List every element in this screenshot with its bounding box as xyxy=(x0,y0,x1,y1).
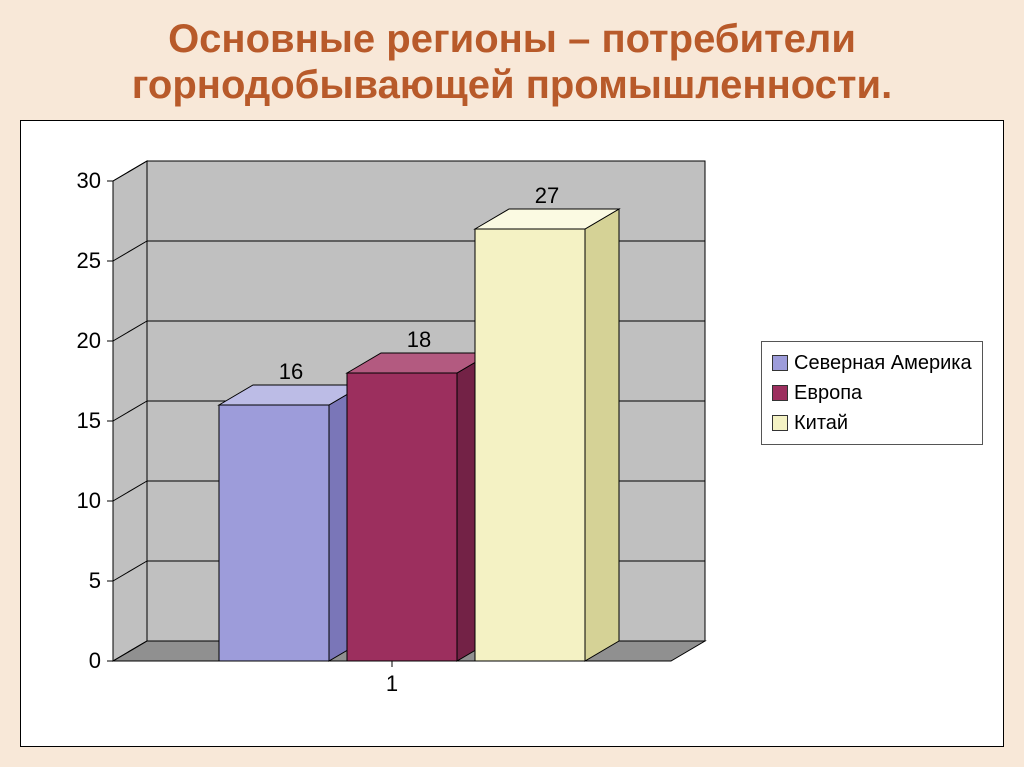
svg-text:25: 25 xyxy=(77,248,101,273)
bar-value-label: 18 xyxy=(407,327,431,352)
legend-swatch xyxy=(772,355,788,371)
svg-text:0: 0 xyxy=(89,648,101,673)
chart-frame: 0 5 10 15 20 25 30 1 16 18 27 Северная АмерикаЕвро… xyxy=(20,120,1004,747)
legend-swatch xyxy=(772,385,788,401)
bar-front xyxy=(475,229,585,661)
legend-label: Китай xyxy=(794,408,848,438)
legend-label: Северная Америка xyxy=(794,348,972,378)
bar-value-label: 16 xyxy=(279,359,303,384)
svg-text:1: 1 xyxy=(386,671,398,696)
legend-label: Европа xyxy=(794,378,862,408)
bar-chart: 0 5 10 15 20 25 30 1 16 18 27 xyxy=(21,121,756,731)
slide: Основные регионы – потребители горнодобы… xyxy=(0,0,1024,767)
legend-item: Китай xyxy=(772,408,972,438)
slide-title: Основные регионы – потребители горнодобы… xyxy=(20,16,1004,108)
bar-front xyxy=(219,405,329,661)
chart-inner: 0 5 10 15 20 25 30 1 16 18 27 Северная АмерикаЕвро… xyxy=(21,121,1003,746)
title-line-1: Основные регионы – потребители xyxy=(20,16,1004,62)
svg-text:20: 20 xyxy=(77,328,101,353)
legend: Северная АмерикаЕвропаКитай xyxy=(761,341,983,445)
legend-swatch xyxy=(772,415,788,431)
bar-value-label: 27 xyxy=(535,183,559,208)
svg-text:30: 30 xyxy=(77,168,101,193)
bar-front xyxy=(347,373,457,661)
svg-text:5: 5 xyxy=(89,568,101,593)
legend-item: Европа xyxy=(772,378,972,408)
bar-side xyxy=(585,209,619,661)
svg-text:10: 10 xyxy=(77,488,101,513)
svg-text:15: 15 xyxy=(77,408,101,433)
title-line-2: горнодобывающей промышленности. xyxy=(20,62,1004,108)
legend-item: Северная Америка xyxy=(772,348,972,378)
